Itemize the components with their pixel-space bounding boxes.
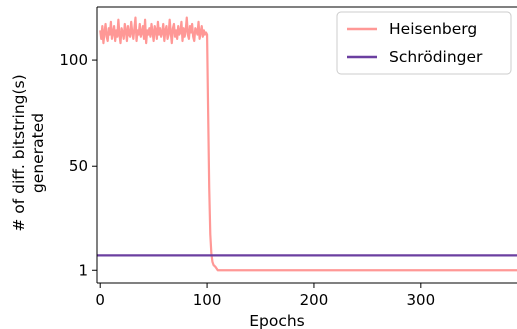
legend-label: Schrödinger [389,48,483,66]
legend-label: Heisenberg [389,20,477,38]
x-tick-label: 100 [193,291,222,309]
x-tick-label: 300 [406,291,435,309]
legend-box [336,11,512,75]
y-axis-label-line: generated [29,113,47,193]
legend: Heisenberg Schrödinger [336,11,512,75]
x-axis-label: Epochs [249,312,305,329]
x-tick-label: 0 [95,291,105,309]
x-tick-label: 200 [300,291,329,309]
y-tick-label: 1 [78,261,88,279]
y-tick-label: 100 [59,51,88,69]
series-line-heisenberg [99,16,517,272]
plot-area [97,16,517,272]
axes: 0 100 200 300 1 50 100 Epochs # of diff. bitstri… [10,6,517,329]
y-axis-label-line: # of diff. bitstring(s) [10,74,28,231]
y-tick-label: 50 [69,157,88,175]
